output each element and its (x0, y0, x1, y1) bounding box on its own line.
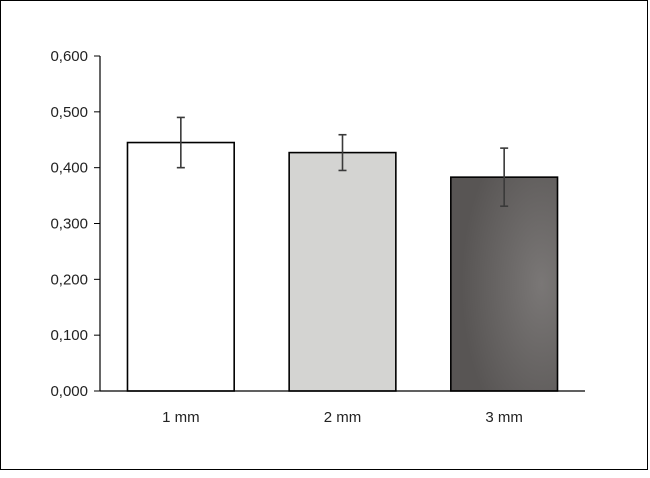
x-tick-label: 1 mm (162, 409, 200, 426)
y-tick-label: 0,100 (50, 327, 88, 344)
bars (126, 141, 559, 392)
error-bar-3 (500, 147, 509, 207)
x-axis: 1 mm 2 mm 3 mm (100, 390, 585, 426)
y-tick-label: 0,200 (50, 271, 88, 288)
y-tick-label: 0,400 (50, 160, 88, 177)
x-tick-label: 2 mm (324, 409, 362, 426)
error-bars (176, 116, 509, 207)
y-tick-label: 0,500 (50, 104, 88, 121)
error-bar-2 (338, 133, 347, 172)
y-axis: 0,000 0,100 0,200 0,300 0,400 0,500 0,600 (50, 48, 101, 400)
y-tick-label: 0,600 (50, 48, 88, 65)
error-bar-1 (176, 116, 185, 169)
bar-1 (126, 141, 235, 392)
bar-3 (450, 176, 559, 392)
x-tick-label: 3 mm (485, 409, 523, 426)
y-tick-label: 0,300 (50, 216, 88, 233)
y-tick-label: 0,000 (50, 383, 88, 400)
bar-2 (288, 151, 397, 392)
